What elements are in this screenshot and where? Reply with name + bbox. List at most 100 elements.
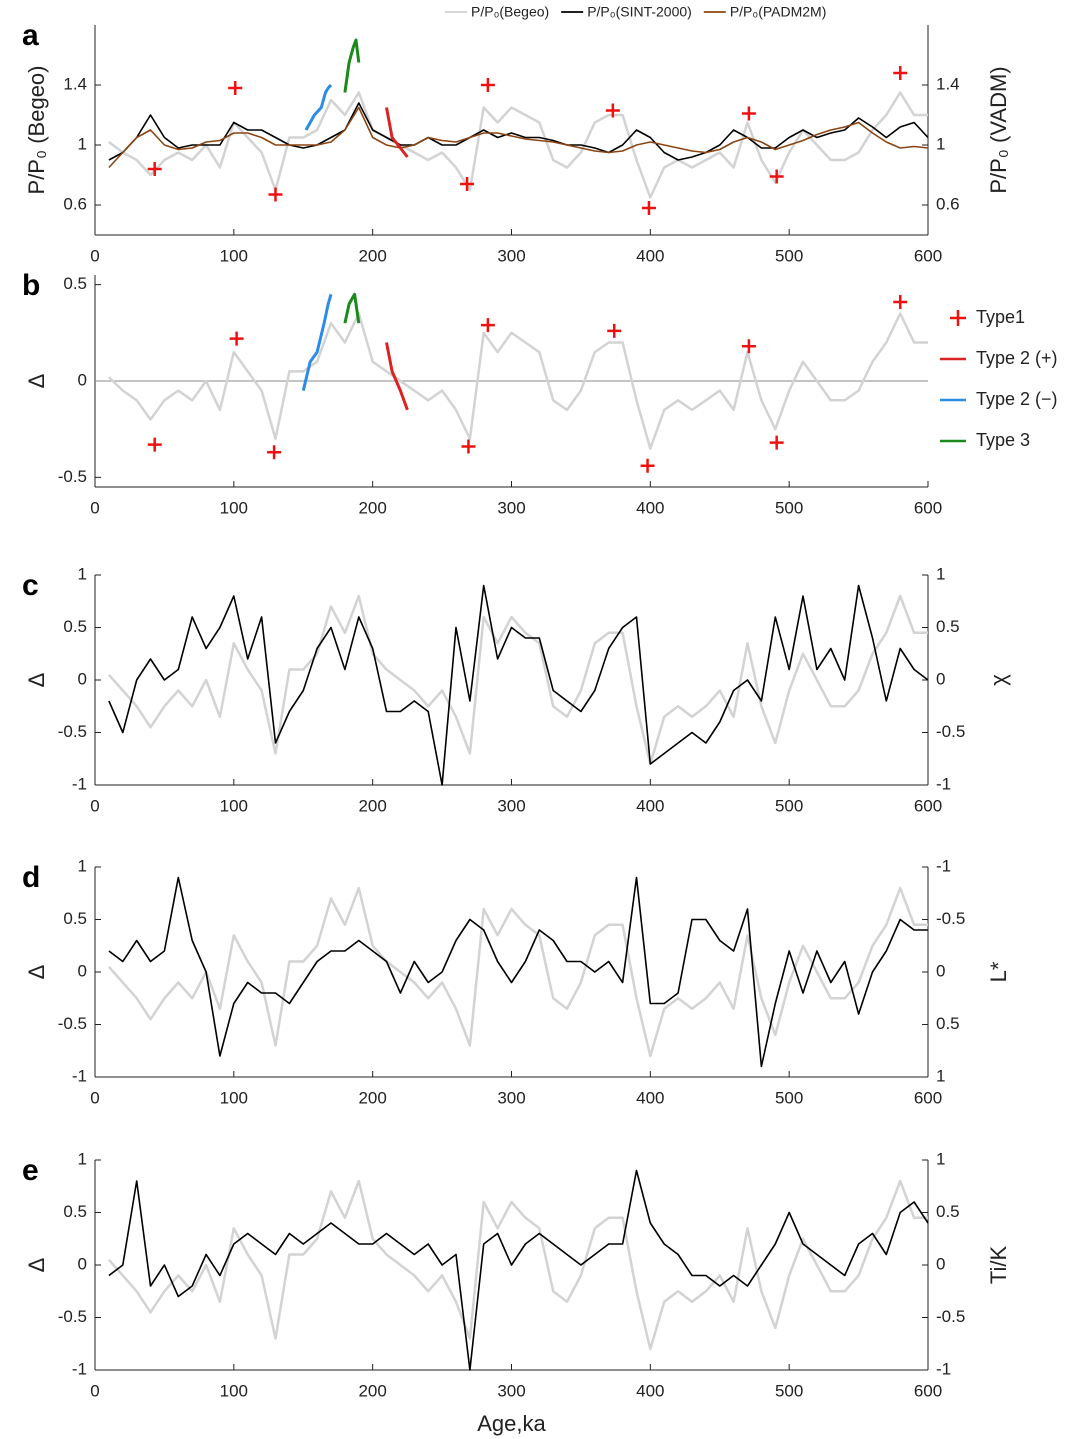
type1-marker <box>741 339 756 354</box>
y-tick-label: 0.5 <box>63 274 87 293</box>
x-tick-label: 300 <box>497 796 525 815</box>
legend-swatch <box>950 310 966 326</box>
y2-tick-label: -0.5 <box>936 1307 965 1326</box>
y2-tick-label: 0 <box>936 1254 945 1273</box>
x-tick-label: 0 <box>90 498 99 517</box>
series-line <box>108 876 928 1068</box>
y-tick-label: 0.5 <box>63 1202 87 1221</box>
type1-marker <box>605 103 620 118</box>
y-tick-label: -0.5 <box>58 1307 87 1326</box>
y2-tick-label: 0.6 <box>936 194 960 213</box>
series-line <box>108 312 928 450</box>
x-tick-label: 600 <box>914 1088 942 1107</box>
panel-label: a <box>22 19 39 52</box>
y2-axis-label: P/P₀ (VADM) <box>986 66 1011 193</box>
series-line <box>108 584 929 786</box>
x-tick-label: 600 <box>914 796 942 815</box>
legend-label: Type1 <box>976 307 1025 327</box>
y2-tick-label: 1 <box>936 564 945 583</box>
type1-marker <box>267 445 282 460</box>
y-tick-label: 1 <box>78 564 87 583</box>
type1-marker <box>640 458 655 473</box>
y-tick-label: 1 <box>78 1149 87 1168</box>
x-tick-label: 500 <box>775 1381 803 1400</box>
type1-marker <box>268 187 283 202</box>
series-line <box>107 594 928 766</box>
x-tick-label: 400 <box>636 246 664 265</box>
y-tick-label: 0.6 <box>63 194 87 213</box>
series-line <box>108 1169 929 1371</box>
series-line <box>108 91 928 199</box>
type1-marker <box>607 323 622 338</box>
type1-marker <box>893 294 908 309</box>
y-axis-label: Δ <box>24 672 49 687</box>
x-tick-label: 300 <box>497 1381 525 1400</box>
y2-tick-label: 1 <box>936 134 945 153</box>
series-line <box>385 107 409 158</box>
y-tick-label: -0.5 <box>58 722 87 741</box>
type1-marker <box>228 81 243 95</box>
series-line <box>385 342 409 411</box>
type1-marker <box>641 201 656 215</box>
x-tick-label: 100 <box>220 1088 248 1107</box>
panel-label: b <box>22 269 40 302</box>
y-tick-label: 0.5 <box>63 617 87 636</box>
y2-tick-label: 0 <box>936 669 945 688</box>
legend-label: Type 2 (+) <box>976 348 1058 368</box>
y2-tick-label: 1.4 <box>936 74 960 93</box>
x-tick-label: 300 <box>497 1088 525 1107</box>
type1-marker <box>741 106 756 121</box>
legend-label: P/P₀(SINT-2000) <box>587 4 692 20</box>
x-tick-label: 100 <box>220 498 248 517</box>
y2-tick-label: 1 <box>936 1066 945 1085</box>
type1-marker <box>147 437 162 452</box>
y-tick-label: 0 <box>78 370 87 389</box>
y-axis-label: Δ <box>24 1257 49 1272</box>
x-tick-label: 200 <box>358 1088 386 1107</box>
x-tick-label: 600 <box>914 1381 942 1400</box>
x-tick-label: 200 <box>358 498 386 517</box>
x-tick-label: 0 <box>90 1381 99 1400</box>
y-tick-label: -0.5 <box>58 467 87 486</box>
y2-tick-label: 0.5 <box>936 1014 960 1033</box>
legend-label: P/P₀(PADM2M) <box>730 4 827 20</box>
type1-marker <box>769 435 784 450</box>
y2-axis-label: Ti/K <box>986 1246 1011 1285</box>
y-tick-label: -1 <box>72 774 87 793</box>
y2-axis-label: L* <box>986 961 1011 982</box>
type1-marker <box>480 318 495 333</box>
y2-tick-label: 0 <box>936 961 945 980</box>
x-axis-label: Age,ka <box>477 1411 546 1436</box>
x-tick-label: 500 <box>775 1088 803 1107</box>
x-tick-label: 100 <box>220 1381 248 1400</box>
x-tick-label: 400 <box>636 1381 664 1400</box>
x-tick-label: 200 <box>358 796 386 815</box>
y2-tick-label: -0.5 <box>936 909 965 928</box>
x-tick-label: 0 <box>90 1088 99 1107</box>
series-line <box>108 102 929 161</box>
panel-label: d <box>22 861 40 894</box>
series-line <box>107 886 928 1058</box>
x-tick-label: 0 <box>90 246 99 265</box>
x-tick-label: 400 <box>636 796 664 815</box>
y-tick-label: 0 <box>78 1254 87 1273</box>
type1-marker <box>893 66 908 80</box>
x-tick-label: 500 <box>775 498 803 517</box>
y-tick-label: 1 <box>78 856 87 875</box>
y-tick-label: -0.5 <box>58 1014 87 1033</box>
x-tick-label: 200 <box>358 246 386 265</box>
x-tick-label: 600 <box>914 498 942 517</box>
y-axis-label: Δ <box>24 373 49 388</box>
y-axis-label: Δ <box>24 964 49 979</box>
y2-axis-label: χ <box>986 674 1011 686</box>
y-tick-label: 1 <box>78 134 87 153</box>
series-line <box>108 106 929 169</box>
x-tick-label: 0 <box>90 796 99 815</box>
series-line <box>343 292 361 324</box>
y-tick-label: -1 <box>72 1066 87 1085</box>
y-axis-label: P/P₀ (Begeo) <box>24 66 49 195</box>
y2-tick-label: -0.5 <box>936 722 965 741</box>
series-line <box>343 38 361 93</box>
y-tick-label: -1 <box>72 1359 87 1378</box>
